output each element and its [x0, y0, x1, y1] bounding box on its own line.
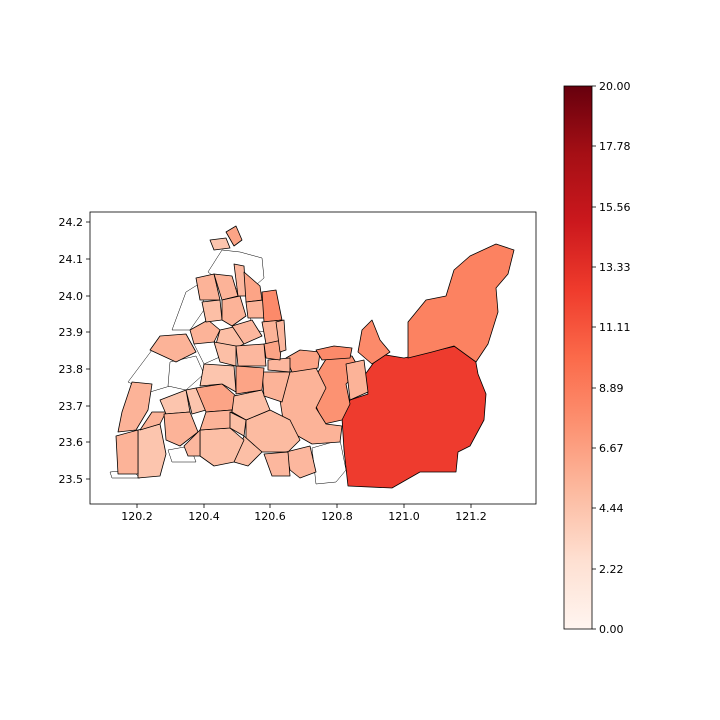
- district-east-edge: [275, 319, 287, 353]
- district-mid-3: [261, 371, 291, 403]
- district-west-8: [183, 429, 201, 457]
- x-tick-label: 121.0: [388, 510, 420, 523]
- district-central-2: [345, 359, 369, 401]
- colorbar-ticks: 0.00 2.22 4.44 6.67 8.89 11.11 13.33 15.…: [592, 80, 631, 636]
- colorbar-tick-label: 15.56: [599, 201, 631, 214]
- district-north-spike: [357, 319, 391, 365]
- district-northeast: [407, 243, 515, 363]
- district-mid-5: [199, 363, 237, 393]
- district-center-north-2: [315, 345, 353, 361]
- district-north-6: [221, 295, 247, 327]
- colorbar-tick-label: 4.44: [599, 502, 624, 515]
- district-west-7: [199, 409, 233, 431]
- map-axes-frame: [89, 211, 537, 505]
- x-tick-label: 120.2: [121, 510, 153, 523]
- district-center-north: [285, 349, 321, 373]
- district-south-west-2: [115, 429, 139, 475]
- district-northern-tip: [225, 225, 243, 247]
- district-north-coast: [149, 333, 197, 363]
- district-north-14: [235, 343, 267, 367]
- colorbar-tick-label: 17.78: [599, 140, 631, 153]
- y-tick-label: 24.0: [59, 290, 84, 303]
- district-west-3: [159, 389, 191, 415]
- colorbar-tick-label: 2.22: [599, 563, 624, 576]
- colorbar-tick-label: 6.67: [599, 442, 624, 455]
- colorbar-tick-label: 13.33: [599, 261, 631, 274]
- district-south-center-2: [285, 445, 317, 479]
- y-tick-label: 23.5: [59, 473, 84, 486]
- district-north-15: [213, 341, 237, 367]
- colorbar-tick-label: 11.11: [599, 321, 631, 334]
- district-north-13: [263, 339, 283, 361]
- colorbar-gradient: [563, 85, 593, 630]
- district-empty-south: [311, 439, 347, 485]
- district-south-3: [263, 451, 291, 477]
- district-north-3: [195, 273, 221, 301]
- district-north-1: [189, 319, 221, 345]
- district-eastern-large: [341, 345, 487, 489]
- y-tick-label: 23.7: [59, 400, 84, 413]
- y-tick-label: 24.1: [59, 253, 84, 266]
- x-tick-label: 121.2: [455, 510, 487, 523]
- colorbar-tick-label: 8.89: [599, 382, 624, 395]
- y-tick-label: 24.2: [59, 216, 84, 229]
- colorbar: 0.00 2.22 4.44 6.67 8.89 11.11 13.33 15.…: [563, 80, 631, 636]
- colorbar-tick-label: 0.00: [599, 623, 624, 636]
- district-north-10: [261, 289, 283, 323]
- y-tick-label: 23.9: [59, 326, 84, 339]
- district-empty-center-west: [167, 355, 205, 391]
- district-west-2: [139, 411, 167, 431]
- district-north-2: [201, 299, 223, 323]
- y-tick-label: 23.6: [59, 436, 84, 449]
- x-tick-label: 120.8: [321, 510, 353, 523]
- district-south-west-1: [137, 423, 167, 479]
- district-north-11: [231, 319, 263, 345]
- colorbar-tick-label: 20.00: [599, 80, 631, 93]
- district-mid-6: [267, 357, 291, 373]
- map-regions: [109, 225, 515, 489]
- district-west-4: [163, 411, 199, 447]
- district-mid-4: [235, 365, 265, 395]
- district-northern-tip-2: [209, 237, 231, 251]
- y-axis: 23.5 23.6 23.7 23.8 23.9 24.0 24.1 24.2: [59, 216, 90, 486]
- x-tick-label: 120.6: [254, 510, 286, 523]
- x-axis: 120.2 120.4 120.6 120.8 121.0 121.2: [121, 504, 487, 523]
- district-west-coast: [117, 381, 153, 433]
- district-mid-2: [229, 411, 247, 437]
- x-tick-label: 120.4: [188, 510, 220, 523]
- y-tick-label: 23.8: [59, 363, 84, 376]
